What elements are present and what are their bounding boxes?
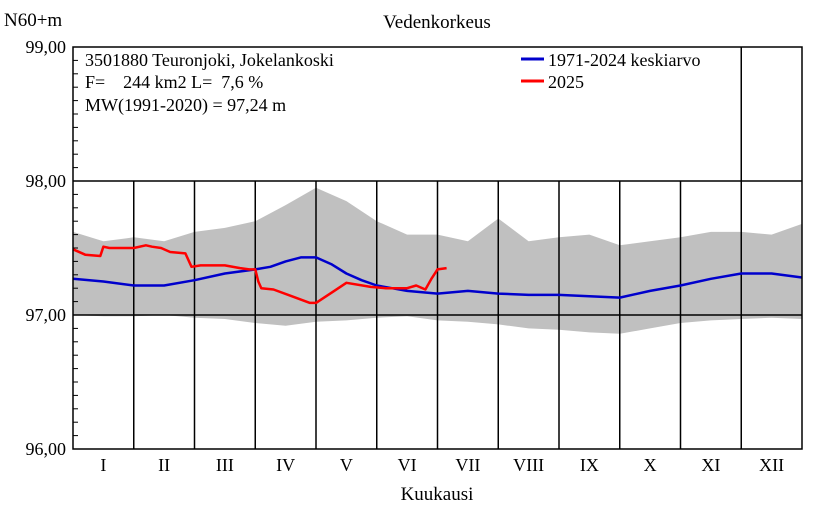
x-axis-title: Kuukausi	[401, 484, 474, 505]
x-month-label: V	[340, 455, 353, 475]
y-tick-label: 96,00	[26, 439, 67, 459]
x-month-label: II	[158, 455, 170, 475]
info-box: 3501880 Teuronjoki, Jokelankoski F= 244 …	[85, 50, 334, 116]
legend-label-2025: 2025	[548, 72, 584, 92]
y-tick-label: 97,00	[26, 305, 67, 325]
y-axis-unit-label: N60+m	[4, 10, 62, 31]
x-month-label: I	[100, 455, 106, 475]
x-month-label: XII	[759, 455, 784, 475]
legend: 1971-2024 keskiarvo 2025	[521, 50, 700, 92]
y-tick-label: 99,00	[26, 37, 67, 57]
x-month-label: IV	[276, 455, 295, 475]
y-tick-label: 98,00	[26, 171, 67, 191]
x-month-label: III	[216, 455, 234, 475]
x-month-label: VIII	[513, 455, 544, 475]
x-month-label: IX	[580, 455, 599, 475]
chart-title: Vedenkorkeus	[383, 12, 491, 33]
x-month-label: XI	[701, 455, 720, 475]
series-line-2025	[72, 244, 447, 305]
legend-label-mean: 1971-2024 keskiarvo	[548, 50, 700, 70]
mean-water-level-info: MW(1991-2020) = 97,24 m	[85, 95, 286, 116]
x-month-label: VI	[398, 455, 417, 475]
x-month-label: VII	[455, 455, 480, 475]
catchment-info: F= 244 km2 L= 7,6 %	[85, 72, 263, 92]
plot-frame	[72, 46, 803, 450]
x-month-label: X	[644, 455, 657, 475]
station-name: 3501880 Teuronjoki, Jokelankoski	[85, 50, 334, 70]
